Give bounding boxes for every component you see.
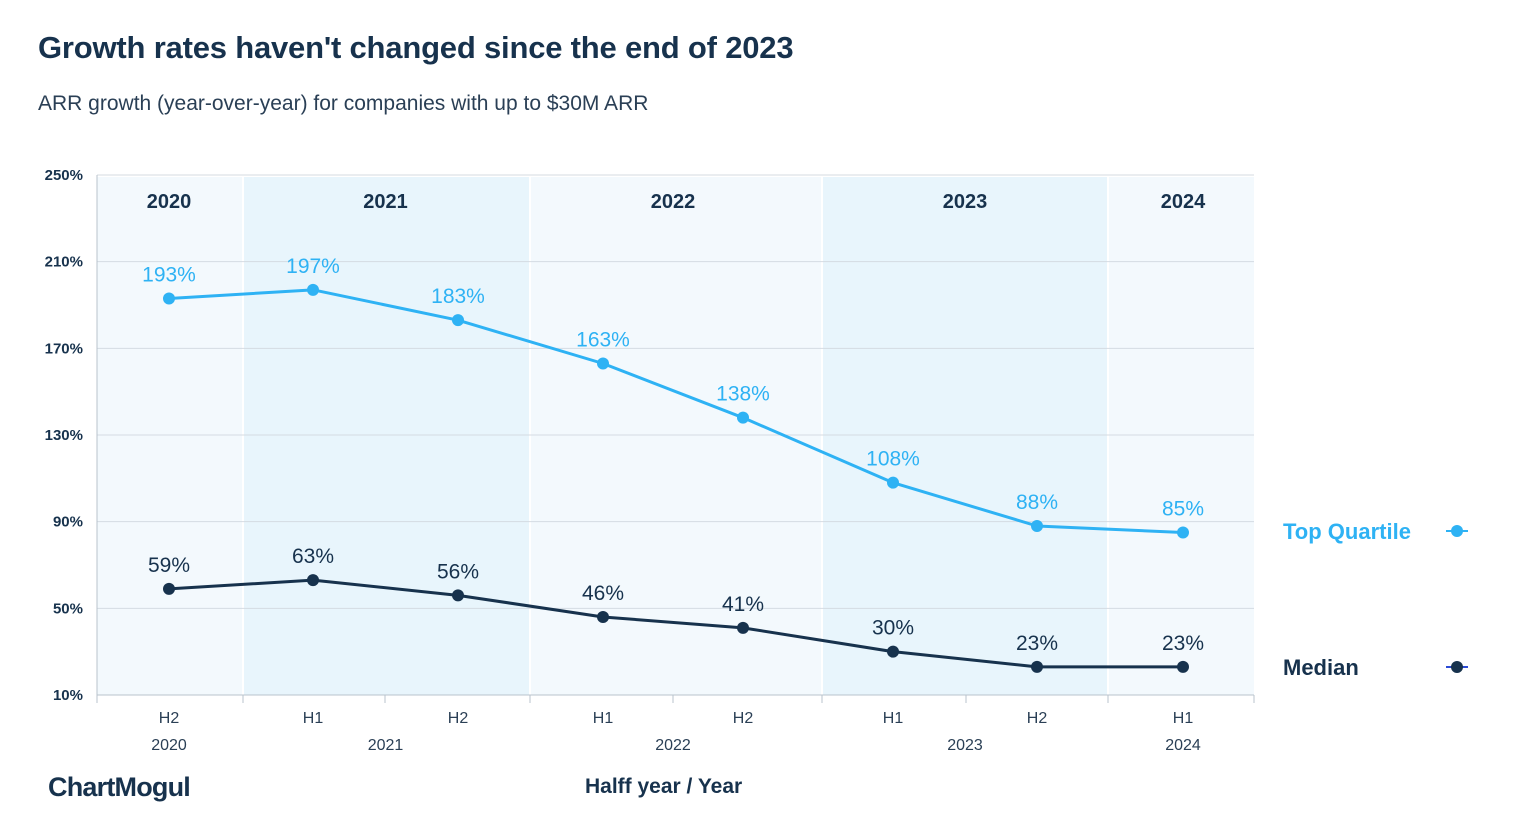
year-header: 2021 <box>363 191 408 213</box>
x-tick-half: H1 <box>593 710 614 727</box>
data-point <box>163 582 175 595</box>
x-tick-half: H2 <box>159 710 180 727</box>
data-point <box>307 283 319 296</box>
chart-title: Growth rates haven't changed since the e… <box>38 30 794 65</box>
data-point <box>307 574 319 587</box>
data-label: 23% <box>1016 632 1058 655</box>
y-tick-label: 250% <box>45 167 83 184</box>
data-point <box>597 357 609 370</box>
data-point <box>1177 660 1189 673</box>
year-band <box>823 177 1107 695</box>
x-tick-year: 2024 <box>1165 737 1201 754</box>
year-header: 2023 <box>943 191 988 213</box>
legend-marker <box>1451 661 1463 673</box>
x-tick-year: 2022 <box>655 737 691 754</box>
legend-label: Top Quartile <box>1283 519 1411 544</box>
data-label: 30% <box>872 617 914 640</box>
data-point <box>163 292 175 305</box>
x-tick-year: 2023 <box>947 737 983 754</box>
year-band <box>1109 177 1254 695</box>
y-tick-label: 10% <box>53 687 83 704</box>
x-tick-half: H2 <box>448 710 469 727</box>
data-label: 183% <box>431 285 485 308</box>
year-header: 2022 <box>651 191 696 213</box>
year-band <box>531 177 821 695</box>
data-label: 88% <box>1016 491 1058 514</box>
data-label: 193% <box>142 264 196 287</box>
x-tick-half: H2 <box>733 710 754 727</box>
series-line-top-quartile <box>168 288 1184 534</box>
y-tick-label: 130% <box>45 427 83 444</box>
year-band <box>97 177 242 695</box>
chart-subtitle: ARR growth (year-over-year) for companie… <box>38 92 649 115</box>
data-point <box>1031 660 1043 673</box>
data-label: 197% <box>286 255 340 278</box>
data-label: 41% <box>722 593 764 616</box>
y-tick-label: 210% <box>45 254 83 271</box>
y-tick-label: 50% <box>53 600 83 617</box>
series-line-median <box>168 578 1183 669</box>
x-tick-half: H2 <box>1027 710 1048 727</box>
data-label: 85% <box>1162 498 1204 521</box>
data-label: 163% <box>576 329 630 352</box>
chartmogul-logo: ChartMogul <box>48 772 191 802</box>
data-label: 23% <box>1162 632 1204 655</box>
legend-label: Median <box>1283 655 1359 680</box>
x-tick-year: 2021 <box>368 737 404 754</box>
data-point <box>737 621 749 634</box>
data-point <box>597 611 609 623</box>
data-point <box>737 411 749 424</box>
data-label: 46% <box>582 582 624 605</box>
x-tick-half: H1 <box>1173 710 1194 727</box>
data-label: 63% <box>292 545 334 568</box>
data-label: 138% <box>716 383 770 406</box>
x-axis-title: Halff year / Year <box>585 775 743 798</box>
data-point <box>1177 526 1189 539</box>
legend-marker <box>1451 525 1463 537</box>
year-header: 2020 <box>147 191 192 213</box>
y-tick-label: 90% <box>53 514 83 531</box>
data-point <box>452 314 464 327</box>
data-point <box>1031 520 1043 532</box>
data-point <box>452 589 464 602</box>
year-header: 2024 <box>1161 191 1206 213</box>
x-tick-half: H1 <box>303 710 324 727</box>
data-label: 56% <box>437 560 479 583</box>
x-tick-year: 2020 <box>151 737 187 754</box>
x-tick-half: H1 <box>883 710 904 727</box>
data-point <box>887 645 899 658</box>
data-label: 59% <box>148 554 190 577</box>
y-tick-label: 170% <box>45 340 83 357</box>
data-label: 108% <box>866 448 920 471</box>
data-point <box>887 476 899 489</box>
